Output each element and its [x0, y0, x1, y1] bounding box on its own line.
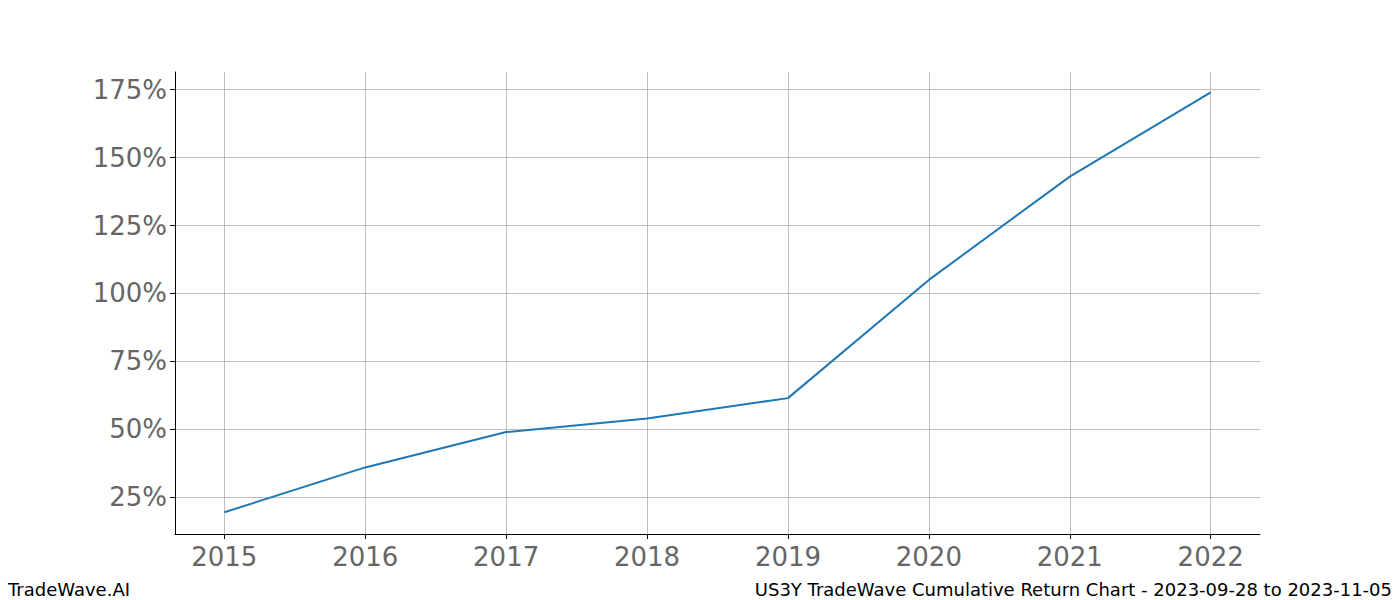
svg-text:2018: 2018	[614, 542, 680, 572]
svg-text:2019: 2019	[755, 542, 821, 572]
svg-text:US3Y TradeWave Cumulative Retu: US3Y TradeWave Cumulative Return Chart -…	[755, 579, 1392, 600]
svg-text:125%: 125%	[93, 211, 167, 241]
svg-text:2017: 2017	[473, 542, 539, 572]
svg-text:2022: 2022	[1178, 542, 1244, 572]
svg-text:25%: 25%	[109, 482, 167, 512]
svg-text:100%: 100%	[93, 278, 167, 308]
svg-text:2015: 2015	[191, 542, 257, 572]
svg-text:150%: 150%	[93, 143, 167, 173]
svg-text:2021: 2021	[1037, 542, 1103, 572]
svg-text:50%: 50%	[109, 414, 167, 444]
svg-text:TradeWave.AI: TradeWave.AI	[7, 579, 130, 600]
svg-text:2020: 2020	[896, 542, 962, 572]
svg-text:175%: 175%	[93, 75, 167, 105]
svg-text:2016: 2016	[332, 542, 398, 572]
svg-text:75%: 75%	[109, 346, 167, 376]
